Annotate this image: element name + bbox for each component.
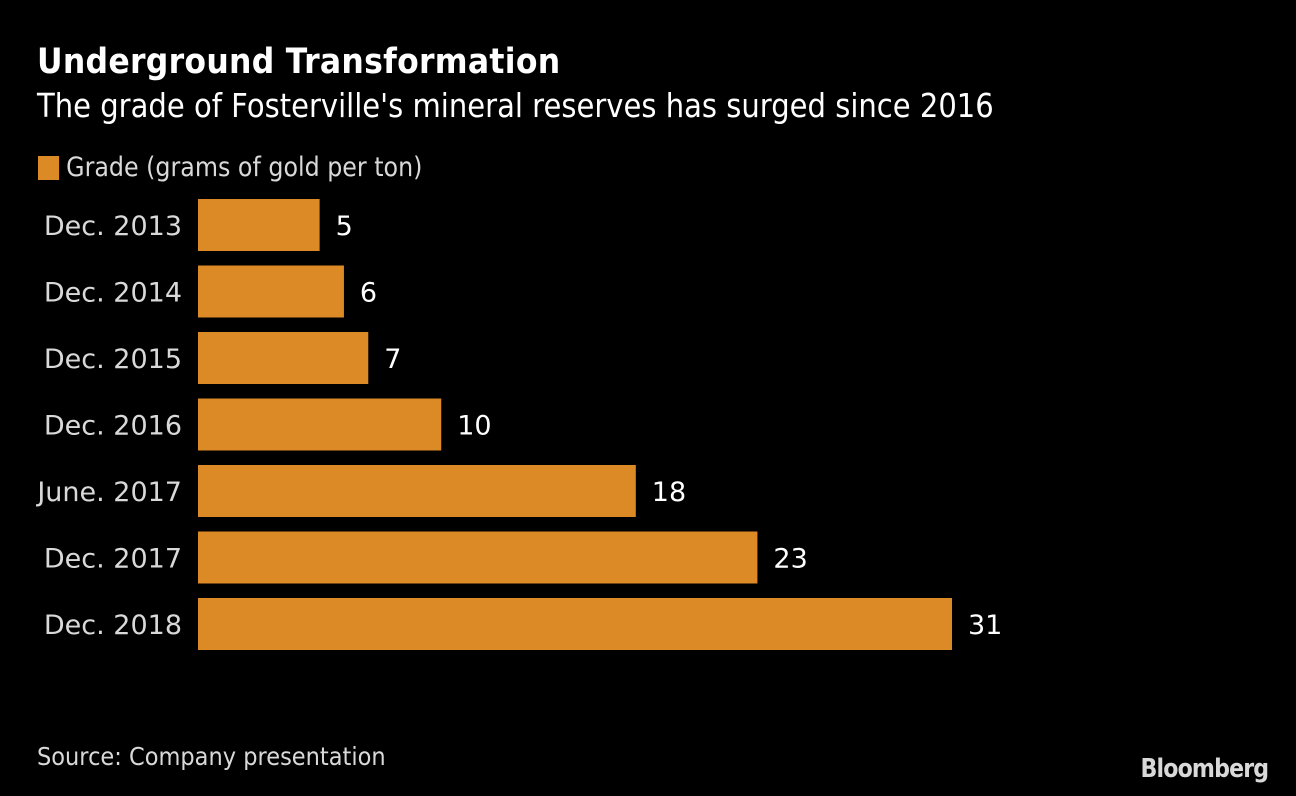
bar-dec-2018 <box>198 598 952 650</box>
category-label: June. 2017 <box>35 477 182 508</box>
bar-dec-2017 <box>198 531 758 584</box>
category-label: Dec. 2013 <box>44 211 182 242</box>
legend-label: Grade (grams of gold per ton) <box>66 152 423 183</box>
category-label: Dec. 2018 <box>44 610 182 641</box>
source-note: Source: Company presentation <box>37 742 386 771</box>
category-label: Dec. 2014 <box>44 278 182 309</box>
category-label: Dec. 2016 <box>44 411 182 442</box>
bar-june-2017 <box>198 465 636 517</box>
value-label: 23 <box>773 544 807 575</box>
bar-dec-2014 <box>198 265 344 318</box>
value-label: 31 <box>968 610 1002 641</box>
bloomberg-logo: Bloomberg <box>1140 754 1269 784</box>
value-label: 10 <box>457 411 491 442</box>
bar-dec-2016 <box>198 398 442 451</box>
legend: Grade (grams of gold per ton) <box>38 152 422 183</box>
bar-dec-2013 <box>198 199 320 251</box>
category-label: Dec. 2015 <box>44 344 182 375</box>
chart-subtitle: The grade of Fosterville's mineral reser… <box>37 86 994 125</box>
chart-title: Underground Transformation <box>37 42 561 82</box>
category-label: Dec. 2017 <box>44 544 182 575</box>
value-label: 6 <box>360 278 377 309</box>
legend-swatch <box>38 155 60 180</box>
value-label: 5 <box>336 211 353 242</box>
value-label: 7 <box>384 344 401 375</box>
bar-dec-2015 <box>198 332 369 384</box>
value-label: 18 <box>652 477 686 508</box>
